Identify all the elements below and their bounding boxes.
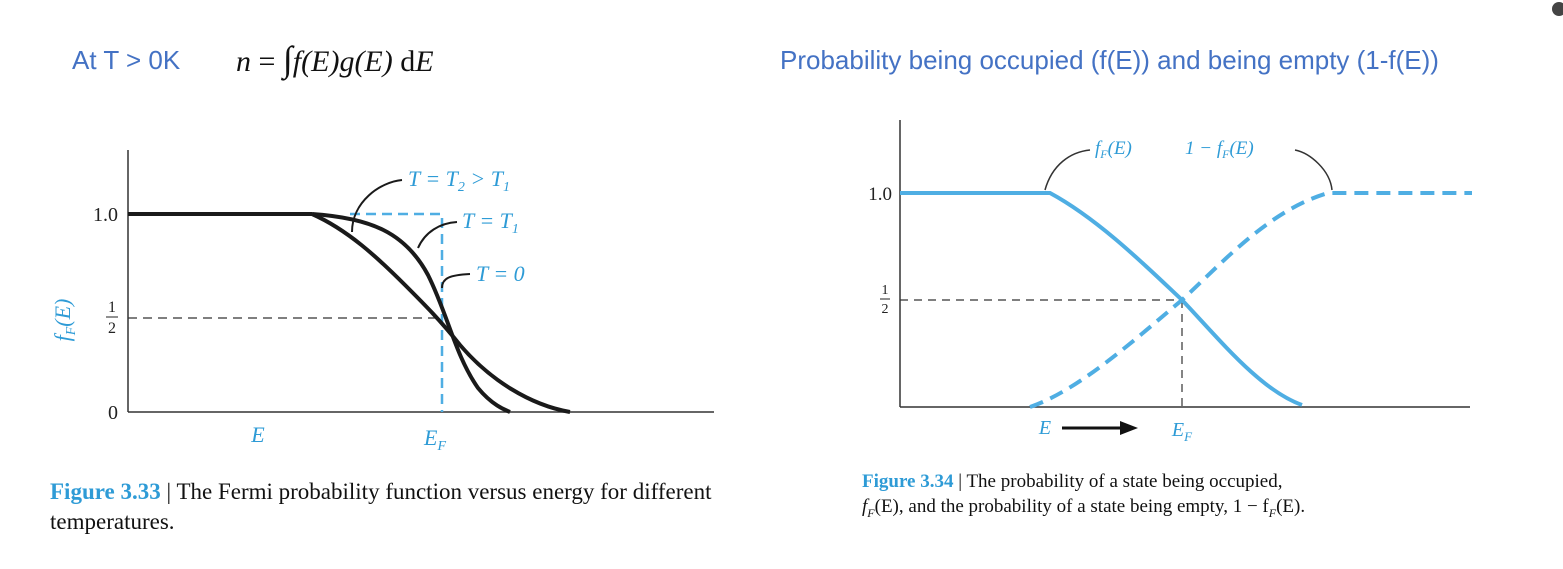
caption-label-334: Figure 3.34 [862, 471, 954, 492]
y-tick-1: 1.0 [93, 204, 118, 226]
corner-dot-icon [1552, 2, 1563, 16]
f-pointer [1044, 149, 1091, 191]
caption-sep-333: | [160, 479, 177, 504]
label-f: fF(E) [1095, 138, 1132, 161]
y-axis-label: fF(E) [50, 299, 79, 342]
equation-g: g [339, 45, 355, 78]
t0-pointer [441, 273, 471, 289]
label-t1: T = T1 [462, 208, 519, 237]
equation-g-arg: (E) [354, 45, 393, 78]
y-tick-half-den: 2 [108, 320, 116, 337]
figure-333-plot: T = T2 > T1 T = T1 T = 0 1.0 1 2 0 fF(E)… [50, 150, 714, 454]
header-left: At T > 0K [72, 45, 181, 75]
equation-var: E [415, 45, 434, 78]
t0-step-curve [350, 212, 444, 412]
equation-f: f(E) [292, 45, 340, 78]
label-t0: T = 0 [476, 261, 525, 286]
y-tick-1-334: 1.0 [868, 184, 892, 205]
figure-334-plot: fF(E) 1 − fF(E) 1.0 1 2 E EF [868, 120, 1472, 444]
t1-curve [311, 212, 511, 414]
t2-pointer [351, 179, 403, 233]
density-equation: n = ∫f(E)g(E) dE [236, 38, 434, 80]
empty-probability-curve [1029, 191, 1472, 409]
x-label-e: E [250, 422, 265, 447]
arrow-right-icon [1120, 421, 1138, 435]
header-right: Probability being occupied (f(E)) and be… [780, 45, 1439, 75]
occupied-probability-curve [900, 191, 1303, 407]
caption-sep-334: | [953, 471, 967, 492]
x-label-ef: EF [423, 425, 446, 454]
t1-pointer [417, 221, 458, 249]
figure-333-caption: Figure 3.33 | The Fermi probability func… [50, 477, 730, 537]
caption-334-line2: fF(E), and the probability of a state be… [862, 495, 1306, 520]
x-label-e-334: E [1038, 417, 1051, 439]
integral-sign: ∫ [282, 39, 293, 79]
caption-label-333: Figure 3.33 [50, 479, 161, 504]
equation-lhs: n [236, 45, 251, 78]
y-tick-half-num-334: 1 [882, 283, 889, 298]
y-tick-0: 0 [108, 402, 118, 424]
one-minus-f-pointer [1294, 149, 1333, 191]
y-tick-half-den-334: 2 [882, 302, 889, 317]
caption-334-line1: Figure 3.34 | The probability of a state… [862, 470, 1562, 495]
equation-eq: = [258, 45, 276, 78]
label-1mf: 1 − fF(E) [1185, 138, 1254, 161]
y-tick-half-num: 1 [108, 299, 116, 316]
label-t2: T = T2 > T1 [408, 166, 510, 195]
caption-text-334-line1: The probability of a state being occupie… [966, 471, 1283, 492]
x-label-ef-334: EF [1171, 419, 1193, 444]
equation-d: d [400, 45, 416, 78]
figure-334-caption: Figure 3.34 | The probability of a state… [862, 470, 1562, 521]
caption-text-333: The Fermi probability function versus en… [50, 479, 712, 534]
t2-curve [311, 212, 571, 414]
